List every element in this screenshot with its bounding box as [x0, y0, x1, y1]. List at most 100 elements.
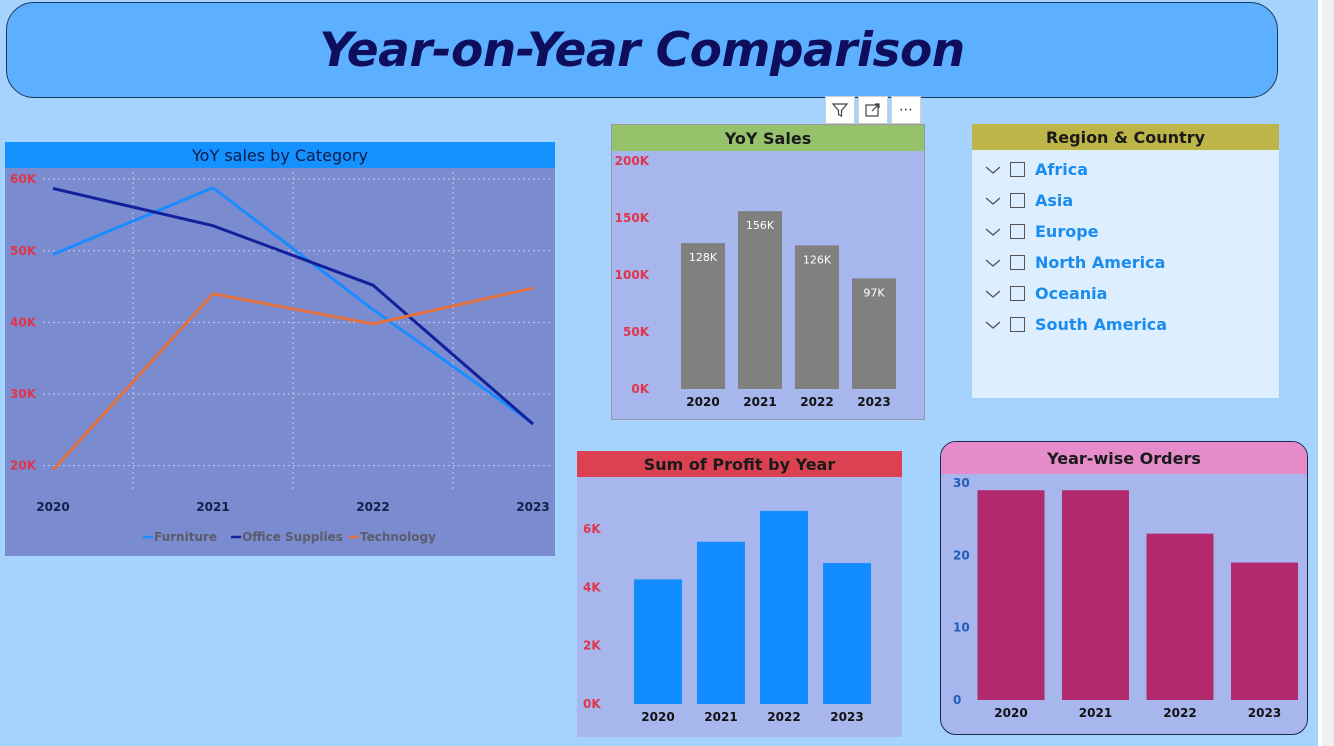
checkbox[interactable] [1010, 286, 1025, 301]
bar [634, 579, 682, 704]
orders-bar-svg: 0 10 20 30 2020 2021 2022 2023 [953, 476, 1298, 720]
y-tick-label: 20 [953, 548, 970, 562]
y-tick-label: 100K [615, 268, 650, 282]
y-tick-label: 50K [10, 244, 37, 258]
x-tick-label: 2021 [1079, 706, 1112, 720]
bar [1146, 533, 1214, 700]
slicer-label[interactable]: Africa [1035, 160, 1088, 179]
y-tick-label: 0K [583, 697, 601, 711]
chevron-down-icon[interactable] [984, 316, 1002, 334]
chevron-down-icon[interactable] [984, 285, 1002, 303]
sales-bar-svg: 0K 50K 100K 150K 200K 2020 128K 2021 156K 2022 126… [615, 154, 896, 409]
bar [1231, 562, 1298, 700]
category-line-svg: 20K 30K 40K 50K 60K 2020 2021 2022 2023 Furniture… [10, 172, 550, 544]
filter-icon[interactable] [825, 96, 855, 124]
y-tick-label: 30K [10, 387, 37, 401]
slicer-item-europe[interactable]: Europe [984, 216, 1167, 247]
category-chart-title: YoY sales by Category [192, 145, 368, 165]
bar [760, 510, 808, 704]
legend-label: Furniture [154, 530, 217, 544]
scrollbar-track[interactable] [1322, 0, 1334, 746]
slicer-label[interactable]: Europe [1035, 222, 1099, 241]
checkbox[interactable] [1010, 224, 1025, 239]
sales-chart-header: YoY Sales [612, 125, 924, 151]
bar [795, 245, 839, 389]
data-label: 156K [746, 219, 775, 232]
slicer-label[interactable]: North America [1035, 253, 1166, 272]
x-tick-label: 2023 [830, 710, 863, 724]
checkbox[interactable] [1010, 317, 1025, 332]
yoy-sales-chart[interactable]: YoY Sales 0K 50K 100K 150K 200K 2020 128K 2021 1… [611, 124, 925, 420]
slicer-label[interactable]: South America [1035, 315, 1168, 334]
slicer-item-south-america[interactable]: South America [984, 309, 1167, 340]
category-line-chart[interactable]: YoY sales by Category 20K 30K 40K 50K 60K 202… [5, 142, 555, 556]
checkbox[interactable] [1010, 255, 1025, 270]
bar [823, 563, 871, 704]
slicer-label[interactable]: Asia [1035, 191, 1074, 210]
orders-chart-title: Year-wise Orders [1047, 448, 1201, 468]
x-tick-label: 2023 [857, 395, 890, 409]
slicer-item-africa[interactable]: Africa [984, 154, 1167, 185]
y-tick-label: 200K [615, 154, 650, 168]
x-tick-label: 2021 [704, 710, 737, 724]
sales-chart-title: YoY Sales [724, 128, 812, 148]
y-tick-label: 40K [10, 315, 37, 329]
page-title: Year-on-Year Comparison [319, 22, 965, 78]
checkbox[interactable] [1010, 193, 1025, 208]
x-tick-label: 2021 [196, 500, 229, 514]
x-tick-label: 2023 [1248, 706, 1281, 720]
chevron-down-icon[interactable] [984, 254, 1002, 272]
y-tick-label: 150K [615, 211, 650, 225]
more-options-icon[interactable]: ⋯ [891, 96, 921, 124]
orders-chart-header: Year-wise Orders [941, 442, 1307, 474]
y-tick-label: 10 [953, 621, 970, 635]
x-tick-label: 2020 [36, 500, 69, 514]
x-tick-label: 2020 [641, 710, 674, 724]
bar [697, 541, 745, 704]
x-tick-label: 2020 [994, 706, 1027, 720]
x-tick-label: 2022 [356, 500, 389, 514]
legend-label: Office Supplies [242, 530, 343, 544]
y-tick-label: 0K [631, 382, 649, 396]
legend-label: Technology [360, 530, 436, 544]
slicer-header: Region & Country [972, 124, 1279, 150]
focus-mode-icon[interactable] [858, 96, 888, 124]
chevron-down-icon[interactable] [984, 223, 1002, 241]
slicer-title: Region & Country [1045, 127, 1206, 147]
bar [852, 278, 896, 389]
more-options-glyph: ⋯ [899, 102, 913, 118]
bar [738, 211, 782, 389]
checkbox[interactable] [1010, 162, 1025, 177]
title-banner: Year-on-Year Comparison [6, 2, 1278, 98]
slicer-label[interactable]: Oceania [1035, 284, 1108, 303]
profit-chart-header: Sum of Profit by Year [577, 451, 902, 477]
year-wise-orders-chart[interactable]: Year-wise Orders 0 10 20 30 2020 2021 2022 2023 [940, 441, 1308, 735]
chevron-down-icon[interactable] [984, 192, 1002, 210]
series-line [52, 186, 534, 425]
y-tick-label: 30 [953, 476, 970, 490]
y-tick-label: 6K [583, 522, 601, 536]
series-line [52, 187, 534, 426]
data-label: 128K [689, 251, 718, 264]
x-tick-label: 2022 [767, 710, 800, 724]
chevron-down-icon[interactable] [984, 161, 1002, 179]
x-tick-label: 2022 [1163, 706, 1196, 720]
y-tick-label: 0 [953, 693, 961, 707]
y-tick-label: 60K [10, 172, 37, 186]
slicer-item-oceania[interactable]: Oceania [984, 278, 1167, 309]
x-tick-label: 2023 [516, 500, 549, 514]
profit-by-year-chart[interactable]: Sum of Profit by Year 0K 2K 4K 6K 2020 2021 20… [577, 451, 902, 737]
bar [977, 490, 1045, 700]
bar [681, 243, 725, 389]
series-line [51, 286, 534, 471]
y-tick-label: 4K [583, 580, 601, 594]
y-tick-label: 2K [583, 639, 601, 653]
region-country-slicer[interactable]: Region & Country Africa Asia Europe Nort… [972, 124, 1279, 398]
slicer-list: Africa Asia Europe North America Oceania… [984, 154, 1167, 340]
x-tick-label: 2021 [743, 395, 776, 409]
visual-header-toolbar: ⋯ [825, 96, 921, 124]
bar [1062, 490, 1129, 700]
slicer-item-north-america[interactable]: North America [984, 247, 1167, 278]
x-tick-label: 2022 [800, 395, 833, 409]
slicer-item-asia[interactable]: Asia [984, 185, 1167, 216]
